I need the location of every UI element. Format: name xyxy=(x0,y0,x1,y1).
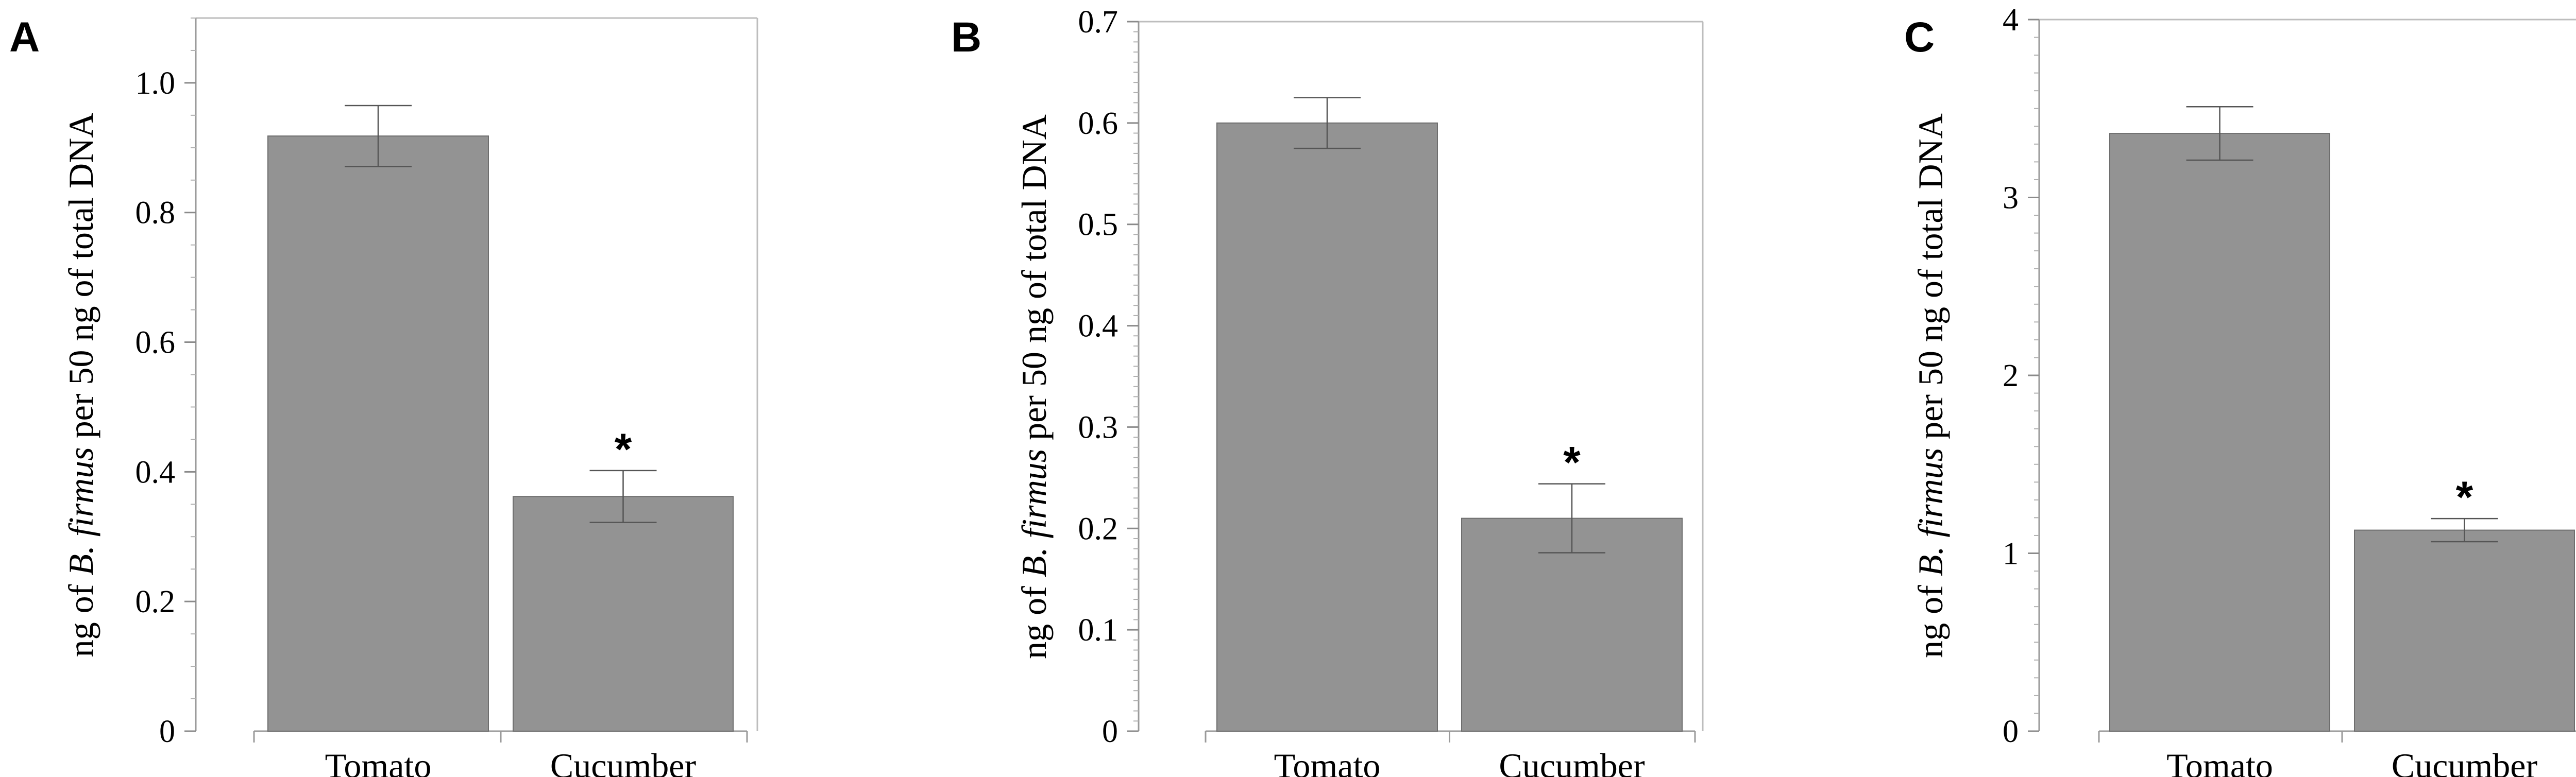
y-tick-label: 0.7 xyxy=(1078,5,1118,40)
panel-letter: C xyxy=(1904,14,1935,61)
x-category-label: Tomato xyxy=(325,746,432,777)
chart-panel-b: B 0 0.1 0.2 0.3 0.4 0.5 0.6 0.7 Tomato * Cucumber ng… xyxy=(951,5,1704,777)
significance-marker: * xyxy=(1563,438,1581,488)
significance-marker: * xyxy=(2456,473,2473,522)
x-category-label: Cucumber xyxy=(550,746,697,777)
chart-panel-c: C 0 1 2 3 4 Tomato * Cucumber ng of B. firmus per… xyxy=(1904,3,2576,777)
y-axis-title: ng of B. firmus per 50 ng of total DNA xyxy=(1014,114,1054,659)
y-axis-title-italic: B. firmus xyxy=(1911,448,1950,576)
y-axis-title-italic: B. firmus xyxy=(61,447,100,575)
significance-marker: * xyxy=(615,425,632,474)
bar xyxy=(1216,122,1438,732)
x-category-label: Tomato xyxy=(2166,746,2273,777)
y-tick-label: 1.0 xyxy=(135,66,176,101)
y-axis-title-prefix: ng of xyxy=(61,576,100,658)
y-tick-label: 0.4 xyxy=(135,455,176,490)
y-tick-label: 2 xyxy=(2003,358,2019,393)
panel-letter: B xyxy=(951,14,981,61)
y-axis-title-italic: B. firmus xyxy=(1014,449,1054,577)
y-tick-label: 0 xyxy=(2003,714,2019,749)
y-tick-label: 0.6 xyxy=(135,325,176,360)
bar xyxy=(2109,133,2330,732)
y-tick-label: 0.8 xyxy=(135,196,176,231)
y-axis-title-prefix: ng of xyxy=(1911,576,1950,658)
x-category-label: Cucumber xyxy=(1499,746,1645,777)
bar xyxy=(513,496,734,732)
x-category-label: Cucumber xyxy=(2392,746,2538,777)
y-tick-label: 0.5 xyxy=(1078,208,1118,243)
y-tick-label: 1 xyxy=(2003,537,2019,572)
y-tick-label: 0.4 xyxy=(1078,309,1118,344)
y-tick-label: 0.3 xyxy=(1078,410,1118,445)
bar xyxy=(2354,529,2575,732)
y-tick-label: 0 xyxy=(1102,714,1118,749)
y-tick-label: 0.6 xyxy=(1078,106,1118,141)
bar xyxy=(1461,517,1683,732)
chart-panel-a: A 0 0.2 0.4 0.6 0.8 1.0 Tomato * Cucumber ng of B.… xyxy=(9,14,758,777)
y-tick-label: 3 xyxy=(2003,181,2019,216)
bar xyxy=(267,135,489,732)
y-axis-title-suffix: per 50 ng of total DNA xyxy=(61,113,100,447)
y-axis-title: ng of B. firmus per 50 ng of total DNA xyxy=(1911,113,1950,658)
y-tick-label: 0 xyxy=(159,714,175,749)
y-axis-title-prefix: ng of xyxy=(1014,577,1054,659)
y-axis-title-suffix: per 50 ng of total DNA xyxy=(1014,114,1054,449)
y-axis-title-suffix: per 50 ng of total DNA xyxy=(1911,113,1950,448)
x-category-label: Tomato xyxy=(1274,746,1381,777)
y-tick-label: 0.1 xyxy=(1078,613,1118,648)
y-tick-label: 0.2 xyxy=(1078,511,1118,546)
y-tick-label: 0.2 xyxy=(135,584,176,619)
y-axis-title: ng of B. firmus per 50 ng of total DNA xyxy=(61,113,100,658)
y-tick-label: 4 xyxy=(2003,3,2019,38)
panel-letter: A xyxy=(9,14,40,61)
